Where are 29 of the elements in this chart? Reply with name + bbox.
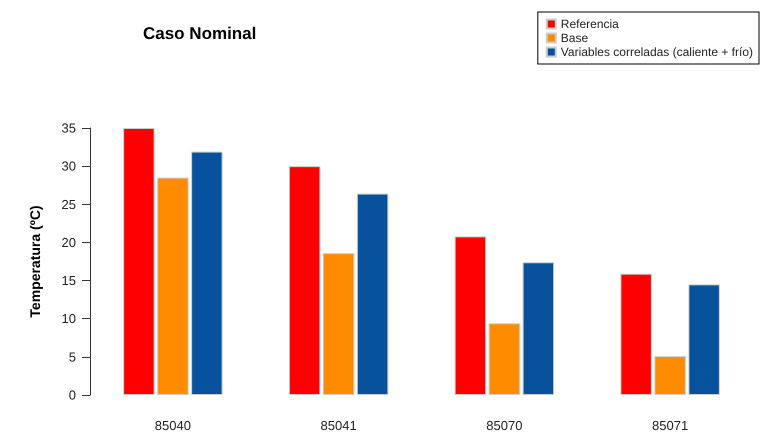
legend-label: Variables correladas (caliente + frío): [560, 45, 754, 59]
y-tick-label: 35: [62, 120, 76, 136]
x-tick-label: 85041: [320, 418, 357, 433]
bar: [620, 274, 652, 395]
y-tick-label: 15: [62, 273, 76, 288]
y-tick-label: 5: [68, 349, 76, 364]
y-tick-label: 0: [68, 388, 76, 402]
chart-title: Caso Nominal: [143, 24, 256, 43]
y-tick-label: 10: [62, 311, 76, 326]
bar: [157, 178, 189, 395]
bar: [356, 194, 388, 395]
x-tick-label: 85071: [652, 418, 688, 433]
bar: [191, 152, 223, 395]
y-tick-label: 25: [62, 196, 76, 212]
bar: [522, 262, 554, 395]
x-tick-label: 85070: [486, 418, 522, 433]
legend-label: Base: [560, 31, 588, 45]
bar: [688, 284, 720, 395]
bar: [123, 128, 155, 395]
x-tick-label: 85040: [154, 418, 191, 433]
y-tick-label: 20: [62, 234, 76, 250]
y-axis-title: Temperatura (ºC): [27, 205, 43, 318]
bar: [322, 253, 354, 395]
bar: [454, 236, 486, 395]
legend-label: Referencia: [560, 17, 620, 31]
bar: [488, 323, 520, 395]
y-tick-label: 30: [62, 158, 76, 174]
bar: [654, 356, 686, 395]
bar: [288, 166, 320, 395]
